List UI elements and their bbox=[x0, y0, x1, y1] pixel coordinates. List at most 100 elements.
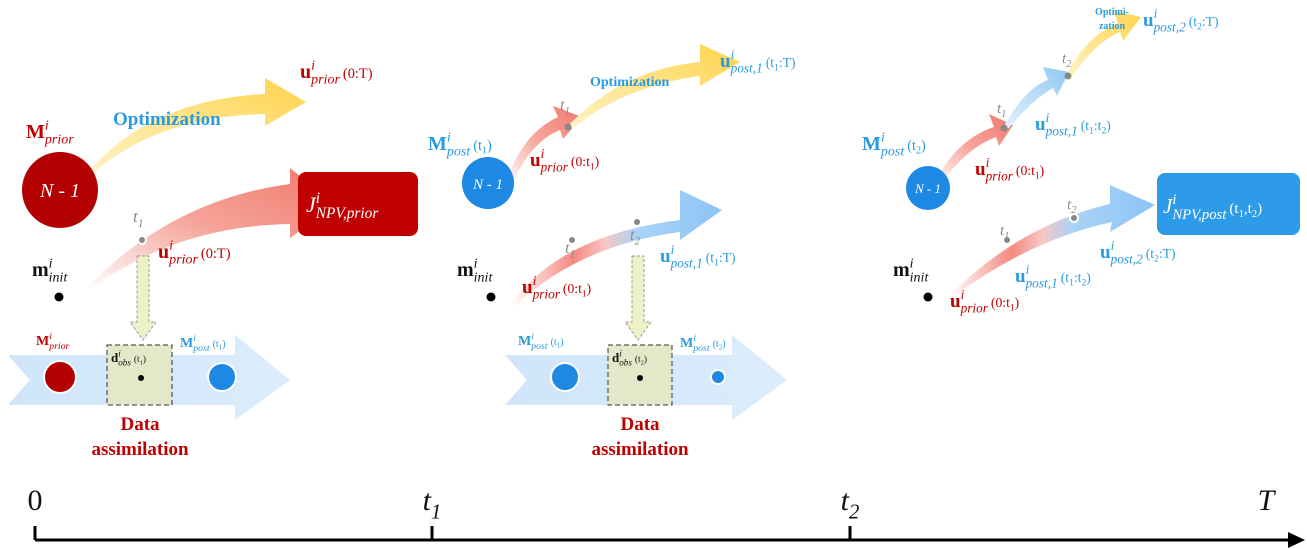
label-part: :T) bbox=[1202, 14, 1219, 30]
label-part: i bbox=[541, 146, 545, 161]
label-part: obs bbox=[619, 358, 632, 368]
label-part: i bbox=[881, 131, 885, 146]
label-part: prior bbox=[960, 300, 989, 315]
label-part: (t bbox=[1146, 246, 1155, 262]
label-part: u bbox=[1015, 266, 1026, 287]
label-part: (0:T) bbox=[343, 66, 373, 82]
label-part: 1 bbox=[774, 63, 779, 73]
label-part: (t bbox=[551, 337, 557, 348]
label-part: i bbox=[316, 190, 320, 207]
label-part: :t bbox=[1094, 118, 1102, 133]
label-part: m bbox=[457, 259, 474, 281]
optimization-label: Optimization bbox=[590, 75, 670, 90]
label-part: ) bbox=[1106, 118, 1111, 134]
label-part: 2 bbox=[916, 146, 921, 157]
time-marker-dot bbox=[567, 235, 577, 245]
model-label: Mi prior bbox=[26, 119, 74, 148]
past-arrow bbox=[506, 106, 582, 185]
label-part: t bbox=[1067, 197, 1072, 213]
label-part: 1 bbox=[1010, 303, 1015, 313]
time-marker: t2 bbox=[630, 227, 640, 247]
objective-label: Ji NPV,post (t1,t2) bbox=[1163, 192, 1262, 223]
label-part: init bbox=[910, 271, 930, 286]
objective-box bbox=[298, 172, 418, 236]
label-part: ,t bbox=[1244, 201, 1253, 217]
label-part: J bbox=[1163, 194, 1174, 218]
label-part: post bbox=[446, 145, 471, 160]
time-marker: t2 bbox=[1062, 51, 1072, 70]
label-part: (0:t bbox=[571, 154, 590, 170]
optimization-arrow bbox=[566, 44, 740, 128]
time-marker: t2 bbox=[1067, 197, 1077, 216]
label-part: prior bbox=[48, 341, 69, 352]
label-part: J bbox=[306, 192, 317, 217]
timeline-label: 0 bbox=[28, 484, 43, 517]
label-part: (t bbox=[713, 339, 719, 350]
label-part: 1 bbox=[1089, 126, 1094, 136]
time-marker-dot bbox=[1064, 72, 1072, 80]
initial-model-label: mi init bbox=[457, 257, 493, 286]
label-part: (t bbox=[1229, 201, 1239, 217]
observation-dot bbox=[637, 375, 643, 381]
control-label: ui post,2 (t2:T) bbox=[1143, 6, 1219, 34]
label-part: t bbox=[1000, 223, 1005, 239]
observation-arrow bbox=[129, 255, 157, 341]
label-part: 2 bbox=[1101, 126, 1106, 136]
time-marker-dot bbox=[1002, 235, 1012, 245]
model-after bbox=[207, 362, 237, 392]
label-part: 1 bbox=[482, 146, 487, 157]
label-part: post,1 bbox=[1045, 123, 1078, 138]
observation-box bbox=[106, 344, 173, 406]
label-part: T bbox=[1258, 484, 1277, 517]
label-part: i bbox=[1046, 110, 1050, 125]
model-before bbox=[550, 362, 580, 392]
label-part: ) bbox=[1040, 163, 1045, 179]
label-part: :t bbox=[1074, 270, 1082, 285]
label-part: (t bbox=[1081, 118, 1090, 134]
label-part: M bbox=[518, 334, 531, 349]
observation-label: di obs (t2) bbox=[612, 349, 647, 368]
label-part: 1 bbox=[714, 258, 719, 268]
label-part: u bbox=[1035, 114, 1046, 135]
optimization-label: zation bbox=[1099, 21, 1126, 32]
control-label: ui post,1 (t1:t2) bbox=[1035, 110, 1111, 138]
label-part: u bbox=[522, 277, 533, 298]
time-marker: t1 bbox=[1000, 223, 1009, 242]
control-label: ui post,1 (t1:t2) bbox=[1015, 262, 1091, 290]
label-part: 2 bbox=[634, 235, 640, 247]
optimization-arrow bbox=[88, 78, 306, 172]
label-part: M bbox=[180, 336, 193, 351]
label-part: :T) bbox=[719, 250, 736, 266]
label-part: 2 bbox=[1066, 59, 1072, 70]
time-marker-dot bbox=[1000, 124, 1008, 132]
control-label: ui post,1 (t1:T) bbox=[660, 242, 736, 270]
time-marker: t1 bbox=[133, 207, 144, 230]
label-part: 2 bbox=[1154, 254, 1159, 264]
label-part: ) bbox=[222, 339, 225, 350]
label-part: i bbox=[311, 59, 315, 74]
label-part: ) bbox=[560, 337, 563, 348]
label-part: prior bbox=[44, 133, 74, 148]
label-part: M bbox=[428, 133, 447, 155]
label-part: prior bbox=[540, 159, 569, 174]
label-part: post bbox=[692, 343, 710, 354]
optimization-arrow bbox=[1066, 11, 1141, 75]
label-part: post,1 bbox=[730, 60, 763, 75]
label-part: i bbox=[447, 131, 451, 146]
label-part: init bbox=[49, 271, 69, 286]
past-arrow bbox=[934, 114, 1013, 185]
label-part: i bbox=[619, 349, 622, 359]
label-part: 1 bbox=[582, 289, 587, 299]
label-part: 1 bbox=[1069, 278, 1074, 288]
control-label: ui prior (0:t1) bbox=[530, 146, 599, 174]
ensemble-circle bbox=[906, 166, 950, 210]
label-part: u bbox=[975, 159, 986, 180]
time-marker: t1 bbox=[560, 97, 570, 117]
label-part: post,2 bbox=[1110, 251, 1143, 266]
model-label: Mi post (t2) bbox=[862, 131, 926, 160]
label-part: t bbox=[423, 484, 432, 517]
time-marker-dot bbox=[564, 123, 572, 131]
label-part: i bbox=[961, 287, 965, 302]
label-part: (t bbox=[706, 250, 715, 266]
